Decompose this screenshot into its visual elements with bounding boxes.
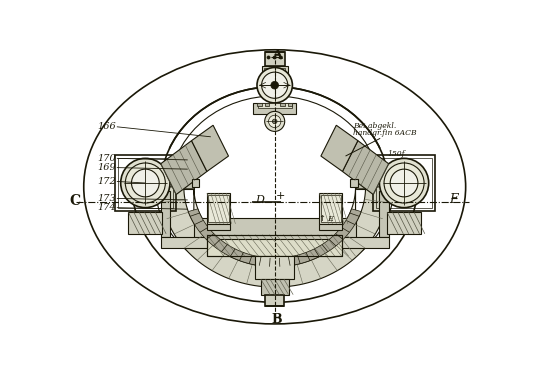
Circle shape [279,56,282,59]
Text: A: A [272,50,282,63]
Bar [129,212,162,234]
Bar [373,155,435,211]
Bar [265,295,284,306]
Bar [207,235,343,256]
Bar [115,155,176,211]
Text: 173: 173 [98,194,116,203]
Bar [117,158,173,208]
Bar [321,195,341,222]
Bar [379,191,389,237]
Bar [265,103,269,106]
Bar [257,103,262,106]
Text: 170: 170 [98,154,116,163]
Bar [161,237,207,248]
Bar [209,195,228,222]
Bar [319,224,343,230]
Circle shape [262,72,288,98]
Circle shape [269,115,281,128]
Bar [176,181,194,188]
Circle shape [131,169,159,197]
Text: +: + [276,191,286,201]
Text: Bei abgekl.: Bei abgekl. [353,122,397,130]
Text: $\uparrow$E: $\uparrow$E [317,213,336,223]
Bar [264,67,286,86]
Bar [319,193,343,224]
Bar [350,179,358,187]
Text: D: D [255,195,264,205]
Circle shape [267,56,270,59]
Text: 150f: 150f [388,150,405,158]
Bar [376,158,432,208]
Bar [261,279,288,295]
Text: C: C [69,195,80,208]
Bar [343,237,389,248]
Circle shape [272,119,277,124]
Polygon shape [321,125,358,171]
Bar [258,103,292,108]
Text: 172: 172 [98,177,116,186]
Bar [253,103,296,114]
Polygon shape [161,187,389,287]
Ellipse shape [84,50,466,324]
Text: F: F [449,194,458,206]
Polygon shape [343,141,389,195]
Bar [207,224,230,230]
Circle shape [271,81,279,89]
Text: 166: 166 [98,122,116,131]
Circle shape [125,163,166,203]
Bar [387,212,421,234]
Circle shape [390,169,418,197]
Bar [256,256,294,279]
Bar [355,181,373,188]
Bar [191,179,199,187]
Polygon shape [191,125,228,171]
Text: 174: 174 [98,203,116,212]
Text: B: B [272,313,282,326]
Polygon shape [194,187,355,258]
Bar [176,177,194,189]
Circle shape [379,158,429,208]
Circle shape [384,163,424,203]
Bar [265,52,285,66]
Bar [288,103,293,106]
Polygon shape [188,209,361,267]
Text: 169: 169 [98,163,116,172]
Polygon shape [161,141,207,195]
Circle shape [273,56,276,59]
Bar [280,103,285,106]
Bar [355,177,373,189]
Circle shape [121,158,170,208]
Bar [207,193,230,224]
Bar [262,66,288,88]
Circle shape [257,67,293,103]
Circle shape [265,111,285,131]
Bar [194,218,355,241]
Text: handgr.fin 6ACB: handgr.fin 6ACB [353,129,417,137]
Bar [207,239,343,256]
Bar [161,191,170,237]
